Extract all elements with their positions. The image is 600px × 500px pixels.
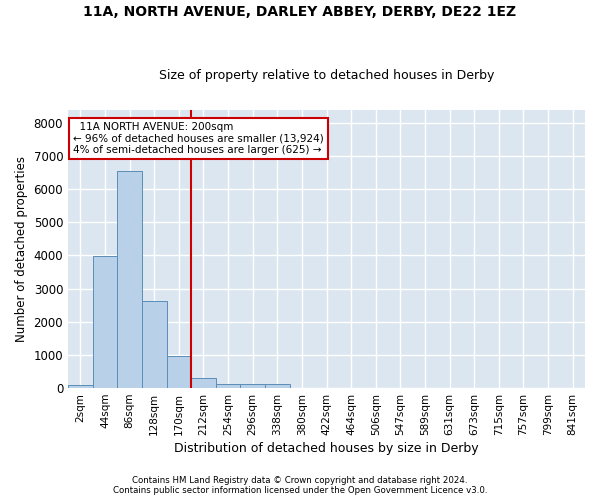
Bar [92, 256, 117, 388]
Bar [142, 301, 167, 388]
X-axis label: Distribution of detached houses by size in Derby: Distribution of detached houses by size … [174, 442, 479, 455]
Title: Size of property relative to detached houses in Derby: Size of property relative to detached ho… [159, 69, 494, 82]
Bar [167, 356, 191, 388]
Bar [265, 384, 290, 388]
Text: 11A, NORTH AVENUE, DARLEY ABBEY, DERBY, DE22 1EZ: 11A, NORTH AVENUE, DARLEY ABBEY, DERBY, … [83, 5, 517, 19]
Bar [216, 384, 241, 388]
Bar [191, 378, 216, 388]
Text: 11A NORTH AVENUE: 200sqm
← 96% of detached houses are smaller (13,924)
4% of sem: 11A NORTH AVENUE: 200sqm ← 96% of detach… [73, 122, 324, 156]
Y-axis label: Number of detached properties: Number of detached properties [15, 156, 28, 342]
Bar [68, 386, 92, 388]
Bar [241, 384, 265, 388]
Text: Contains HM Land Registry data © Crown copyright and database right 2024.
Contai: Contains HM Land Registry data © Crown c… [113, 476, 487, 495]
Bar [117, 170, 142, 388]
